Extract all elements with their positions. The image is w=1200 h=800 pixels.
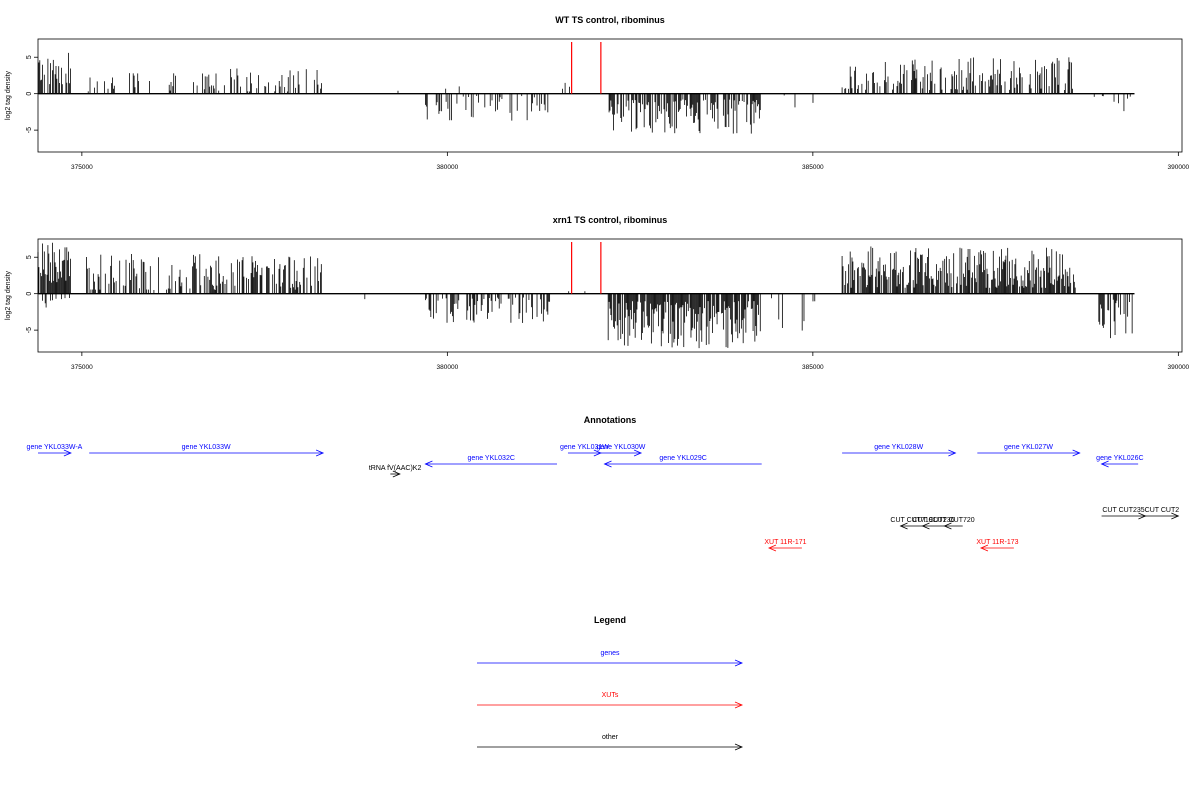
annotation-label: gene YKL030W xyxy=(597,444,646,451)
annotation-label: CUT CUT2 xyxy=(1145,507,1180,514)
x-tick-label: 375000 xyxy=(71,164,93,171)
arrowhead-icon xyxy=(1138,512,1147,520)
legend-item-other: other xyxy=(477,734,744,751)
annotation-other: CUT CUT235 xyxy=(1101,507,1147,520)
annotation-label: CUT CUT719 xyxy=(890,517,932,524)
arrowhead-icon xyxy=(424,460,433,468)
legend-panel: Legend genes XUTs other xyxy=(477,615,744,751)
arrowhead-icon xyxy=(1171,512,1180,520)
plot-frame xyxy=(37,238,1183,353)
y-axis-label: log2 tag density xyxy=(5,70,12,120)
legend-label: other xyxy=(602,734,619,741)
y-tick-label: -5 xyxy=(26,127,33,133)
y-tick-label: 5 xyxy=(26,255,33,259)
annotation-label: gene YKL032C xyxy=(468,455,515,462)
annotation-gene: gene YKL027W xyxy=(977,444,1081,457)
annotation-label: CUT CUT720 xyxy=(932,517,974,524)
annotation-other: CUT CUT719 xyxy=(890,517,933,530)
annotation-label: gene YKL028W xyxy=(874,444,923,451)
annotation-other: CUT CUT720 xyxy=(932,517,975,530)
arrowhead-icon xyxy=(767,544,777,552)
arrowhead-icon xyxy=(948,449,957,457)
arrowhead-icon xyxy=(943,522,952,530)
annotation-label: gene YKL033W-A xyxy=(27,444,83,451)
annotation-gene: gene YKL029C xyxy=(603,455,762,468)
y-tick-label: 0 xyxy=(26,292,33,296)
plot-frame xyxy=(37,38,1183,153)
annotation-label: gene YKL029C xyxy=(659,455,706,462)
annotation-other: tRNA fV(AAC)K2 xyxy=(369,465,422,478)
arrowhead-icon xyxy=(734,743,744,751)
annotation-label: XUT 11R-171 xyxy=(764,539,806,546)
annotation-label: XUT 11R-173 xyxy=(976,539,1018,546)
annotation-gene: gene YKL028W xyxy=(842,444,957,457)
density-bars xyxy=(37,242,1133,349)
annotation-label: CUT CUT235 xyxy=(1102,507,1144,514)
xrn1-density-panel: xrn1 TS control, ribominus log2 tag densi… xyxy=(5,215,1190,371)
density-bars xyxy=(38,52,1131,134)
annotation-label: gene YKL033W xyxy=(182,444,231,451)
annotation-label: gene YKL026C xyxy=(1096,455,1143,462)
legend-label: XUTs xyxy=(602,692,619,699)
arrowhead-icon xyxy=(1072,449,1081,457)
arrowhead-icon xyxy=(734,701,744,709)
x-tick-label: 385000 xyxy=(802,164,824,171)
annotation-gene: gene YKL033W xyxy=(89,444,325,457)
arrowhead-icon xyxy=(392,470,401,478)
annotation-gene: gene YKL032C xyxy=(424,455,558,468)
x-tick-label: 380000 xyxy=(437,364,459,371)
legend-item-xut: XUTs xyxy=(477,692,744,709)
annotation-xut: XUT 11R-173 xyxy=(976,539,1019,552)
x-tick-label: 380000 xyxy=(437,164,459,171)
annotation-other: CUT CUT2 xyxy=(1145,507,1180,520)
annotations-title: Annotations xyxy=(584,415,637,425)
y-axis-label: log2 tag density xyxy=(5,270,12,320)
annotation-other: CUT CUT236 xyxy=(912,517,955,530)
annotation-gene: gene YKL026C xyxy=(1096,455,1144,468)
annotation-gene: gene YKL030W xyxy=(597,444,646,457)
y-tick-label: 0 xyxy=(26,92,33,96)
annotation-label: gene YKL031W xyxy=(560,444,609,451)
arrowhead-icon xyxy=(63,449,72,457)
arrowhead-icon xyxy=(1100,460,1109,468)
arrowhead-icon xyxy=(921,522,930,530)
arrowhead-icon xyxy=(734,659,744,667)
wt-density-panel: WT TS control, ribominus log2 tag density… xyxy=(5,15,1190,171)
x-tick-label: 375000 xyxy=(71,364,93,371)
y-tick-label: 5 xyxy=(26,55,33,59)
arrowhead-icon xyxy=(979,544,989,552)
annotation-gene: gene YKL033W-A xyxy=(27,444,83,457)
annotation-label: gene YKL027W xyxy=(1004,444,1053,451)
x-tick-label: 390000 xyxy=(1167,364,1189,371)
annotations-panel: Annotations gene YKL033W-A gene YKL033W gen… xyxy=(27,415,1180,552)
arrowhead-icon xyxy=(899,522,908,530)
annotation-label: tRNA fV(AAC)K2 xyxy=(369,465,422,472)
legend-label: genes xyxy=(600,650,620,657)
legend-title: Legend xyxy=(594,615,626,625)
x-tick-label: 385000 xyxy=(802,364,824,371)
arrowhead-icon xyxy=(633,449,643,457)
panel-title: xrn1 TS control, ribominus xyxy=(553,215,668,225)
y-tick-label: -5 xyxy=(26,327,33,333)
arrowhead-icon xyxy=(315,449,325,457)
panel-title: WT TS control, ribominus xyxy=(555,15,665,25)
annotation-label: CUT CUT236 xyxy=(912,517,954,524)
annotation-xut: XUT 11R-171 xyxy=(764,539,807,552)
x-tick-label: 390000 xyxy=(1167,164,1189,171)
arrowhead-icon xyxy=(603,460,612,468)
legend-item-gene: genes xyxy=(477,650,744,667)
